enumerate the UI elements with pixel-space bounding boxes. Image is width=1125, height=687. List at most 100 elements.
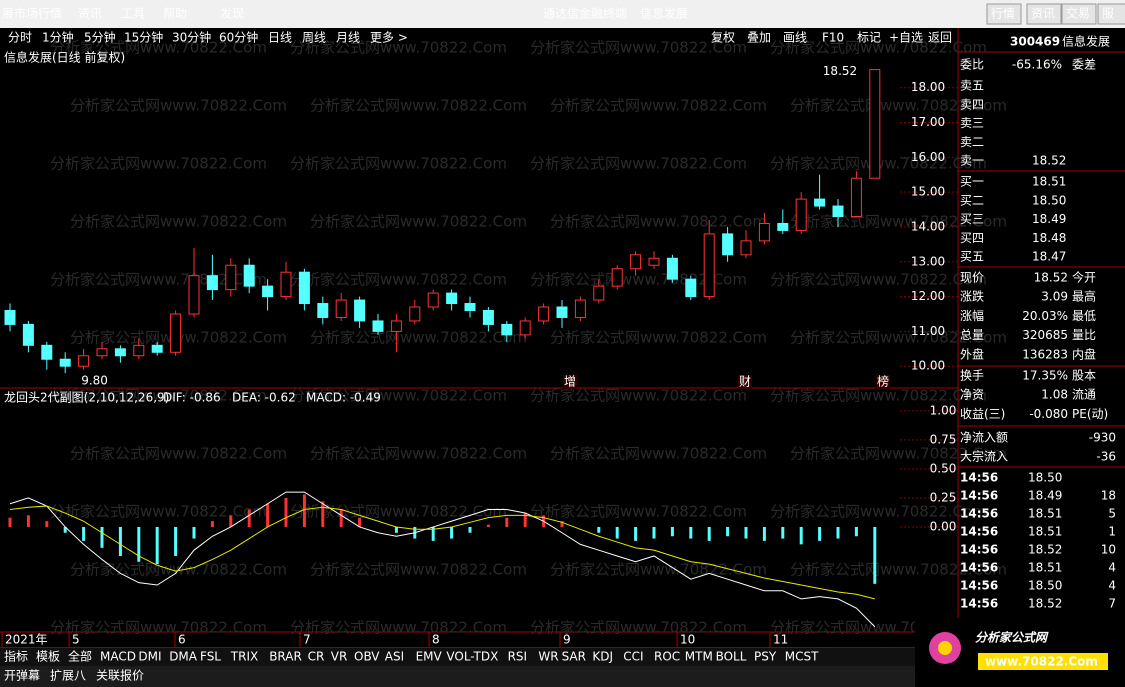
watermark: 分析家公式网www.70822.Com bbox=[770, 39, 987, 57]
y-tick-label: 17.00 bbox=[911, 115, 945, 129]
indicator-tab[interactable]: WR bbox=[538, 650, 558, 664]
event-marker-label[interactable]: 增 bbox=[564, 375, 576, 389]
toolbar-button[interactable]: +自选 bbox=[889, 31, 923, 45]
indicator-tab[interactable]: VOL-TDX bbox=[446, 650, 498, 664]
toolbar-button[interactable]: 复权 bbox=[711, 31, 735, 45]
indicator-tab[interactable]: OBV bbox=[354, 650, 380, 664]
menu-item[interactable]: 资讯 bbox=[78, 7, 102, 21]
indicator-tab[interactable]: RSI bbox=[508, 650, 527, 664]
bid-price: 18.48 bbox=[1032, 231, 1066, 245]
indicator-tab[interactable]: BRAR bbox=[269, 650, 302, 664]
watermark: 分析家公式网www.70822.Com bbox=[70, 445, 287, 463]
period-tab[interactable]: 月线 bbox=[336, 31, 360, 45]
period-tab[interactable]: 分时 bbox=[8, 31, 32, 45]
event-marker[interactable] bbox=[563, 375, 577, 389]
menu-title: 通达信金融终端 bbox=[543, 6, 627, 21]
indicator-tab[interactable]: CR bbox=[308, 650, 325, 664]
period-tab[interactable]: 60分钟 bbox=[219, 30, 258, 45]
menu-item[interactable]: 发现 bbox=[220, 6, 244, 21]
indicator-tab[interactable]: DMI bbox=[138, 650, 161, 664]
watermark: 分析家公式网www.70822.Com bbox=[530, 503, 747, 521]
bid-price: 18.47 bbox=[1032, 250, 1066, 264]
status-button[interactable]: 扩展八 bbox=[50, 669, 86, 683]
stat-value: 17.35% bbox=[1022, 369, 1068, 383]
toolbar-button[interactable]: 返回 bbox=[928, 31, 952, 45]
watermark: 分析家公式网www.70822.Com bbox=[50, 39, 267, 57]
ask-price: 18.52 bbox=[1032, 154, 1066, 168]
indicator-tab[interactable]: MACD bbox=[100, 650, 136, 664]
stat-label: PE(动) bbox=[1072, 407, 1108, 421]
event-marker[interactable] bbox=[876, 375, 890, 389]
period-tab[interactable]: 30分钟 bbox=[172, 30, 211, 45]
indicator-tab[interactable]: TRIX bbox=[230, 650, 258, 664]
candle-body bbox=[777, 222, 789, 231]
candle-body bbox=[354, 299, 366, 322]
toolbar-button[interactable]: 标记 bbox=[857, 31, 881, 45]
period-tab[interactable]: 更多 > bbox=[370, 31, 408, 45]
menu-button-label[interactable]: 服 bbox=[1102, 7, 1114, 21]
indicator-tab[interactable]: MTM bbox=[685, 650, 713, 664]
indicator-tab[interactable]: VR bbox=[331, 650, 348, 664]
menu-item[interactable]: 展市场行情 bbox=[2, 6, 62, 21]
indicator-tab[interactable]: PSY bbox=[754, 650, 777, 664]
tick-price: 18.51 bbox=[1028, 561, 1062, 575]
menu-button[interactable] bbox=[986, 3, 1022, 25]
menu-button-label[interactable]: 资讯 bbox=[1031, 7, 1055, 21]
menu-button[interactable] bbox=[1061, 3, 1097, 25]
tick-time: 14:56 bbox=[960, 597, 998, 611]
period-tab[interactable]: 1分钟 bbox=[42, 30, 74, 45]
toolbar-button[interactable]: F10 bbox=[822, 31, 844, 45]
stat-label: 最低 bbox=[1072, 309, 1096, 323]
menu-button[interactable] bbox=[1026, 3, 1062, 25]
indicator-tab[interactable]: BOLL bbox=[716, 650, 747, 664]
low-label: 9.80 bbox=[81, 374, 108, 388]
menu-button-label[interactable]: 行情 bbox=[991, 7, 1015, 21]
period-tab[interactable]: 15分钟 bbox=[124, 30, 163, 45]
indicator-tab[interactable]: 指标 bbox=[4, 649, 28, 664]
menu-item[interactable]: 工具 bbox=[121, 7, 145, 21]
status-button[interactable]: 关联报价 bbox=[96, 668, 144, 683]
candle-body bbox=[814, 198, 826, 207]
watermark: 分析家公式网www.70822.Com bbox=[790, 329, 1007, 347]
indicator-tab[interactable]: DMA bbox=[169, 650, 198, 664]
stat-label: 换手 bbox=[960, 369, 984, 383]
indicator-tab[interactable]: ROC bbox=[654, 650, 680, 664]
stock-name: 信息发展 bbox=[1062, 34, 1110, 49]
indicator-tab[interactable]: FSL bbox=[200, 650, 221, 664]
stat-value: 3.09 bbox=[1041, 290, 1068, 304]
weicha-label: 委差 bbox=[1072, 58, 1096, 72]
watermark: 分析家公式网www.70822.Com bbox=[290, 39, 507, 57]
indicator-tab[interactable]: CCI bbox=[623, 650, 643, 664]
bid-label: 买二 bbox=[960, 193, 984, 207]
tick-time: 14:56 bbox=[960, 543, 998, 557]
period-tab[interactable]: 日线 bbox=[268, 31, 292, 45]
indicator-tab[interactable]: 全部 bbox=[68, 649, 92, 664]
tick-price: 18.51 bbox=[1028, 525, 1062, 539]
status-button[interactable]: 开弹幕 bbox=[4, 669, 40, 683]
event-marker-label[interactable]: 榜 bbox=[877, 374, 889, 389]
event-marker-label[interactable]: 财 bbox=[739, 375, 751, 389]
stat-label: 内盘 bbox=[1072, 346, 1096, 361]
toolbar-button[interactable]: 画线 bbox=[783, 31, 807, 45]
indicator-tab[interactable]: MCST bbox=[785, 650, 819, 664]
tick-time: 14:56 bbox=[960, 507, 998, 521]
candle-body bbox=[335, 299, 347, 318]
candle-body bbox=[703, 233, 715, 298]
watermark: 分析家公式网www.70822.Com bbox=[290, 503, 507, 521]
menu-button[interactable] bbox=[1097, 3, 1125, 25]
event-marker[interactable] bbox=[738, 375, 752, 389]
indicator-tab[interactable]: ASI bbox=[385, 650, 404, 664]
period-tab[interactable]: 周线 bbox=[302, 31, 326, 45]
watermark: 分析家公式网www.70822.Com bbox=[790, 213, 1007, 231]
toolbar-button[interactable]: 叠加 bbox=[747, 31, 771, 45]
indicator-tab[interactable]: KDJ bbox=[592, 650, 613, 664]
menu-button-label[interactable]: 交易 bbox=[1066, 6, 1090, 21]
indicator-tab[interactable]: SAR bbox=[562, 650, 586, 664]
menu-item[interactable]: 帮助 bbox=[163, 7, 187, 21]
logo-url: www.70822.Com bbox=[985, 655, 1098, 669]
indicator-tab[interactable]: EMV bbox=[416, 650, 443, 664]
period-tab[interactable]: 5分钟 bbox=[84, 30, 116, 45]
candle-body bbox=[243, 264, 255, 287]
ask-label: 卖三 bbox=[960, 116, 984, 130]
indicator-tab[interactable]: 模板 bbox=[36, 650, 60, 664]
